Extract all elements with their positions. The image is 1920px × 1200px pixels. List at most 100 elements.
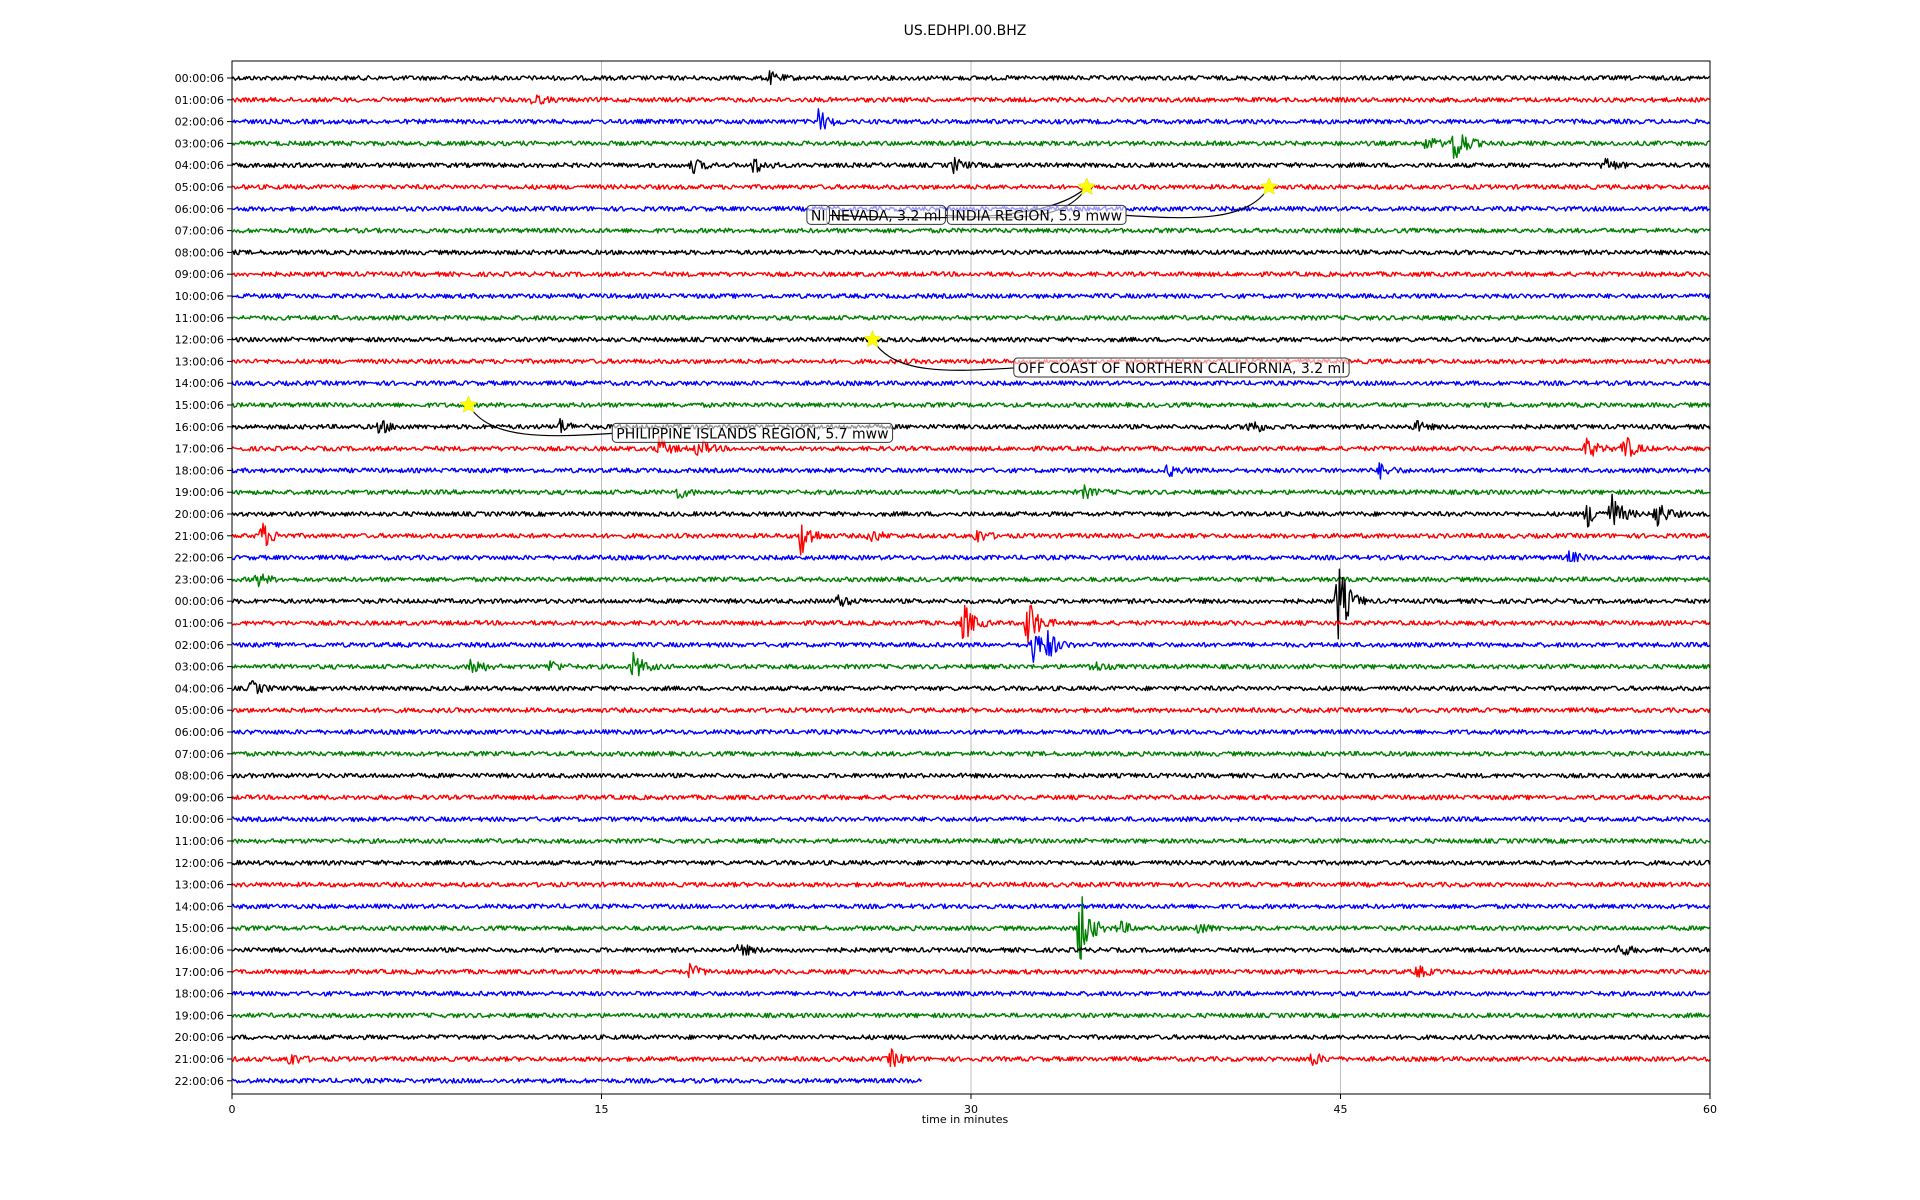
trace-line bbox=[231, 227, 1711, 234]
trace-line bbox=[231, 380, 1711, 387]
event-annotation: INDIA REGION, 5.9 mww bbox=[946, 177, 1279, 225]
event-star-icon bbox=[459, 395, 478, 413]
event-label-box bbox=[611, 422, 894, 443]
trace-line bbox=[231, 249, 1710, 256]
trace-line bbox=[231, 630, 1711, 663]
y-tick-label: 14:00:06 bbox=[175, 900, 224, 913]
y-tick-label: 11:00:06 bbox=[175, 835, 224, 848]
y-tick-label: 19:00:06 bbox=[175, 486, 224, 499]
y-tick-label: 05:00:06 bbox=[175, 704, 224, 717]
y-tick-label: 07:00:06 bbox=[175, 748, 224, 761]
x-tick-label: 30 bbox=[964, 1103, 978, 1116]
event-label: NEVADA, 3.2 ml bbox=[831, 208, 942, 224]
trace-line bbox=[231, 314, 1710, 321]
plot-frame bbox=[231, 60, 1711, 1095]
x-tick-label: 60 bbox=[1703, 1103, 1717, 1116]
trace-line bbox=[231, 417, 1711, 434]
trace-line bbox=[231, 1034, 1710, 1041]
y-tick-label: 12:00:06 bbox=[175, 334, 224, 347]
event-star-icon bbox=[1077, 177, 1096, 195]
y-tick-label: 13:00:06 bbox=[175, 355, 224, 368]
trace-line bbox=[231, 550, 1711, 563]
trace-line bbox=[231, 184, 1711, 190]
y-tick-label: 00:00:06 bbox=[175, 72, 224, 85]
trace-line bbox=[231, 729, 1710, 735]
trace-line bbox=[231, 484, 1710, 500]
y-tick-label: 12:00:06 bbox=[175, 857, 224, 870]
trace-line bbox=[231, 943, 1711, 956]
y-tick-label: 03:00:06 bbox=[175, 137, 224, 150]
y-tick-label: 08:00:06 bbox=[175, 770, 224, 783]
annotation-connector bbox=[467, 404, 613, 437]
trace-line bbox=[231, 838, 1710, 844]
trace-line bbox=[231, 990, 1711, 997]
y-tick-label: 16:00:06 bbox=[175, 421, 224, 434]
trace-line bbox=[231, 435, 1711, 457]
trace-line bbox=[231, 962, 1710, 979]
x-tick-label: 15 bbox=[595, 1103, 609, 1116]
trace-line bbox=[231, 493, 1710, 528]
y-tick-label: 00:00:06 bbox=[175, 595, 224, 608]
trace-line bbox=[231, 707, 1711, 714]
y-tick-label: 05:00:06 bbox=[175, 181, 224, 194]
trace-line bbox=[231, 903, 1711, 910]
trace-line bbox=[231, 604, 1711, 643]
trace-line bbox=[231, 680, 1711, 695]
trace-line bbox=[231, 859, 1711, 866]
y-tick-label: 10:00:06 bbox=[175, 290, 224, 303]
trace-line bbox=[231, 750, 1710, 757]
y-tick-label: 11:00:06 bbox=[175, 312, 224, 325]
trace-line bbox=[231, 271, 1711, 278]
trace-line bbox=[231, 70, 1711, 86]
y-tick-label: 17:00:06 bbox=[175, 966, 224, 979]
y-tick-label: 20:00:06 bbox=[175, 508, 224, 521]
event-star-icon bbox=[863, 329, 882, 348]
chart-title: US.EDHPI.00.BHZ bbox=[904, 23, 1027, 39]
x-tick-labels: 0 15 30 45 60 bbox=[229, 1094, 1717, 1116]
y-tick-label: 21:00:06 bbox=[175, 530, 224, 543]
y-tick-label: 01:00:06 bbox=[175, 94, 224, 107]
trace-line bbox=[231, 816, 1711, 823]
y-tick-label: 14:00:06 bbox=[175, 377, 224, 390]
y-tick-label: 15:00:06 bbox=[175, 399, 224, 412]
event-label: INDIA REGION, 5.9 mww bbox=[951, 208, 1122, 224]
trace-line bbox=[231, 94, 1710, 105]
y-tick-label: 10:00:06 bbox=[175, 813, 224, 826]
trace-line bbox=[231, 156, 1711, 175]
x-tick-label: 45 bbox=[1334, 1103, 1348, 1116]
trace-line bbox=[231, 772, 1711, 779]
trace-line bbox=[231, 522, 1711, 556]
y-tick-label: 03:00:06 bbox=[175, 661, 224, 674]
event-annotation: OFF COAST OF NORTHERN CALIFORNIA, 3.2 ml bbox=[863, 329, 1350, 378]
y-tick-label: 19:00:06 bbox=[175, 1009, 224, 1022]
trace-line bbox=[231, 896, 1711, 960]
trace-line bbox=[231, 134, 1710, 159]
y-tick-label: 06:00:06 bbox=[175, 726, 224, 739]
x-tick-label: 0 bbox=[229, 1103, 236, 1116]
y-tick-label: 08:00:06 bbox=[175, 246, 224, 259]
event-label-box bbox=[806, 204, 830, 225]
y-tick-labels: 00:00:06 01:00:06 02:00:06 03:00:06 04:00:06… bbox=[175, 72, 232, 1088]
event-label: NI bbox=[811, 208, 826, 224]
y-tick-label: 17:00:06 bbox=[175, 443, 224, 456]
trace-line bbox=[231, 108, 1711, 130]
y-tick-label: 15:00:06 bbox=[175, 922, 224, 935]
trace-line bbox=[231, 1048, 1711, 1068]
event-label: OFF COAST OF NORTHERN CALIFORNIA, 3.2 ml bbox=[1018, 361, 1345, 377]
y-tick-label: 01:00:06 bbox=[175, 617, 224, 630]
y-tick-label: 09:00:06 bbox=[175, 268, 224, 281]
event-star-icon bbox=[1259, 177, 1279, 195]
trace-line bbox=[231, 794, 1711, 801]
y-tick-label: 07:00:06 bbox=[175, 225, 224, 238]
trace-line bbox=[231, 1012, 1711, 1019]
y-tick-label: 18:00:06 bbox=[175, 988, 224, 1001]
y-tick-label: 13:00:06 bbox=[175, 879, 224, 892]
trace-line bbox=[231, 462, 1711, 480]
y-tick-label: 06:00:06 bbox=[175, 203, 224, 216]
y-tick-label: 23:00:06 bbox=[175, 573, 224, 586]
annotation-connector bbox=[1125, 186, 1270, 219]
trace-line bbox=[231, 402, 1711, 408]
y-tick-label: 20:00:06 bbox=[175, 1031, 224, 1044]
trace-line bbox=[231, 881, 1711, 888]
